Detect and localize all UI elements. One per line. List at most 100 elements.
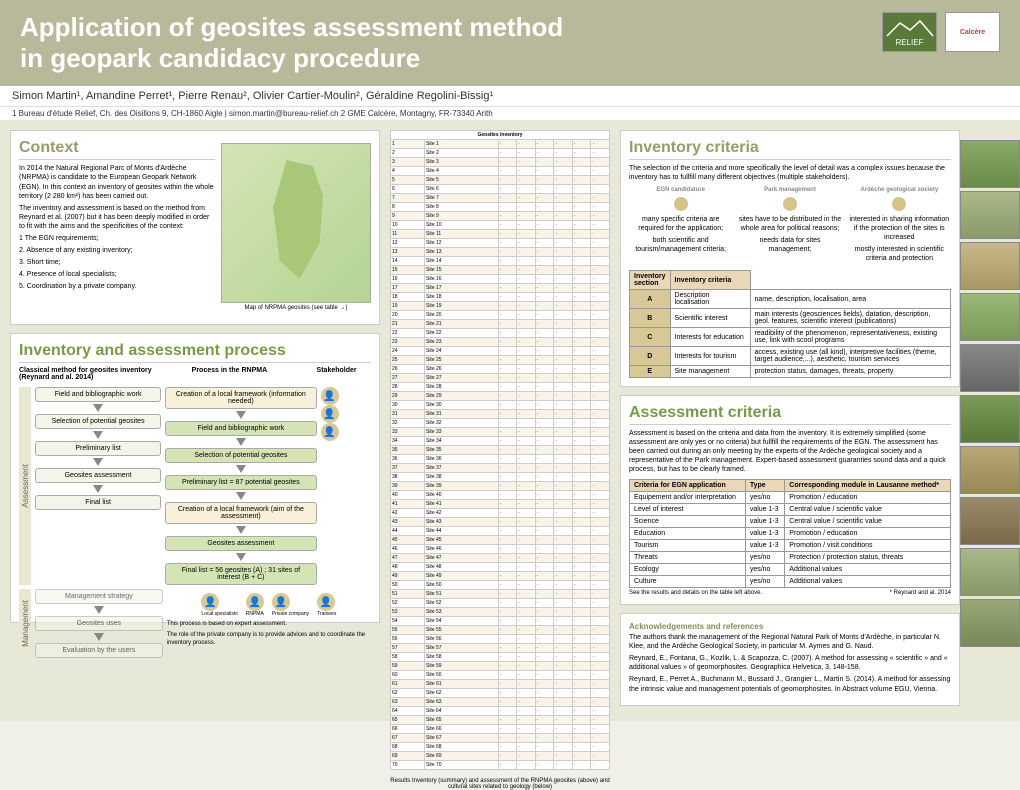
process-footer1: This process is based on expert assessme… [167,621,371,629]
rnpma-label: Process in the RNPMA [161,367,299,374]
ack-section: Acknowledgements and references The auth… [620,613,960,706]
context-li2: 2. Absence of any existing inventory; [19,246,215,255]
assessment-heading: Assessment criteria [629,404,951,425]
context-li4: 4. Presence of local specialists; [19,270,215,279]
step-l7: Evaluation by the users [35,643,163,658]
left-column: Context In 2014 the Natural Regional Par… [10,130,380,710]
arrow-icon [236,492,246,500]
table-row: 26Site 26······ [391,365,610,374]
table-row: 66Site 66······ [391,725,610,734]
table-row: 59Site 59······ [391,662,610,671]
process-footer2: The role of the private company is to pr… [167,632,371,648]
context-p1: In 2014 the Natural Regional Parc of Mon… [19,164,215,200]
table-row: 17Site 17······ [391,284,610,293]
table-row: 53Site 53······ [391,608,610,617]
context-li1: 1 The EGN requirements; [19,234,215,243]
person-icon: 👤 [321,405,339,423]
table-row: 44Site 44······ [391,527,610,536]
table-row: 18Site 18······ [391,293,610,302]
title-block: Application of geosites assessment metho… [20,12,882,74]
person-icon: 👤 [321,387,339,405]
table-row: 1Site 1······ [391,140,610,149]
table-row: 64Site 64······ [391,707,610,716]
table-row: 34Site 34······ [391,437,610,446]
assessment-section: Assessment criteria Assessment is based … [620,395,960,604]
context-li3: 3. Short time; [19,258,215,267]
context-heading: Context [19,139,215,160]
step-r2: Selection of potential geosites [165,448,316,463]
table-row: 60Site 60······ [391,671,610,680]
table-row: 45Site 45······ [391,536,610,545]
footnote-right: * Reynard and al. 2014 [890,590,951,596]
table-row: 68Site 68······ [391,743,610,752]
logos: RELIEF Calcère [882,12,1000,52]
step-r0: Creation of a local framework (informati… [165,387,316,409]
landscape-photo [960,599,1020,647]
management-label: Management [21,600,30,647]
table-row: 30Site 30······ [391,401,610,410]
affiliations: 1 Bureau d'étude Relief, Ch. des Oisillo… [0,106,1020,120]
table-row: Equipement and/or interpretationyes/noPr… [630,491,951,503]
landscape-photo [960,548,1020,596]
table-row: 27Site 27······ [391,374,610,383]
step-r4: Creation of a local framework (aim of th… [165,502,316,524]
table-row: 35Site 35······ [391,446,610,455]
table-row: BScientific interestmain interests (geos… [630,309,951,328]
table-row: 12Site 12······ [391,239,610,248]
inventory-table: Inventory sectionInventory criteria ADes… [629,270,951,378]
table-row: 42Site 42······ [391,509,610,518]
table-row: 41Site 41······ [391,500,610,509]
park-icon [783,197,797,211]
table-row: 31Site 31······ [391,410,610,419]
table-row: 14Site 14······ [391,257,610,266]
table-row: Ecologyyes/noAdditional values [630,563,951,575]
table-row: Threatsyes/noProtection / protection sta… [630,551,951,563]
table-row: 36Site 36······ [391,455,610,464]
table-row: CInterests for educationreadibility of t… [630,328,951,347]
table-row: 3Site 3······ [391,158,610,167]
table-row: 38Site 38······ [391,473,610,482]
landscape-photo [960,293,1020,341]
landscape-photo [960,446,1020,494]
classical-label: Classical method for geosites inventory … [19,367,157,381]
process-section: Inventory and assessment process Classic… [10,333,380,623]
table-row: Educationvalue 1-3Promotion / education [630,527,951,539]
table-row: 67Site 67······ [391,734,610,743]
table-row: 63Site 63······ [391,698,610,707]
table-row: 46Site 46······ [391,545,610,554]
ack-p1: The authors thank the management of the … [629,633,951,651]
person-icon: 👤 [317,593,335,611]
logo-relief: RELIEF [882,12,937,52]
table-row: 25Site 25······ [391,356,610,365]
table-row: 21Site 21······ [391,320,610,329]
person-icon: 👤 [246,593,264,611]
table-row: 8Site 8······ [391,203,610,212]
process-heading: Inventory and assessment process [19,342,371,363]
table-row: 69Site 69······ [391,752,610,761]
table-row: 57Site 57······ [391,644,610,653]
person-icon: 👤 [272,593,290,611]
arrow-icon [236,411,246,419]
society-icon [892,197,906,211]
assessment-table: Criteria for EGN applicationTypeCorrespo… [629,479,951,588]
header: Application of geosites assessment metho… [0,0,1020,86]
table-row: 62Site 62······ [391,689,610,698]
table-row: Level of interestvalue 1-3Central value … [630,503,951,515]
step-l4: Final list [35,495,161,510]
table-row: 2Site 2······ [391,149,610,158]
table-row: 23Site 23······ [391,338,610,347]
table-row: 15Site 15······ [391,266,610,275]
table-row: 33Site 33······ [391,428,610,437]
arrow-icon [93,431,103,439]
table-row: DInterests for tourismaccess, existing u… [630,347,951,366]
table-row: 58Site 58······ [391,653,610,662]
table-row: Tourismvalue 1-3Promotion / visit condit… [630,539,951,551]
table-row: 51Site 51······ [391,590,610,599]
table-header: Geosites inventory [391,131,610,140]
step-l1: Selection of potential geosites [35,414,161,429]
step-r6: Final list = 56 geosites (A) ; 31 sites … [165,563,316,585]
table-row: 4Site 4······ [391,167,610,176]
right-column: Inventory criteria The selection of the … [620,130,960,710]
table-row: 54Site 54······ [391,617,610,626]
map-shape [266,160,333,279]
